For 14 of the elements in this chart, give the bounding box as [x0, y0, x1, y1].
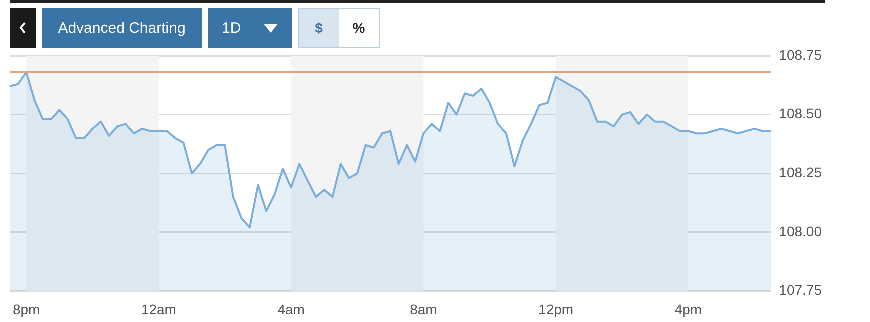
range-dropdown-button: 1D: [208, 8, 292, 48]
x-tick-label: 8pm: [12, 301, 40, 318]
x-tick-label: 8am: [410, 301, 438, 318]
advanced-charting-button: Advanced Charting: [42, 8, 202, 48]
y-tick-label: 108.25: [779, 164, 822, 180]
x-tick-label: 12pm: [538, 301, 574, 318]
y-tick-label: 108.75: [779, 46, 822, 63]
x-tick-label: 4am: [278, 301, 305, 318]
x-tick-label: 12am: [141, 301, 176, 318]
x-tick-label: 4pm: [674, 301, 702, 318]
unit-toggle: $ %: [298, 8, 380, 48]
y-tick-label: 108.50: [779, 106, 822, 122]
y-tick-label: 108.00: [779, 223, 822, 240]
y-tick-label: 107.75: [779, 282, 822, 298]
